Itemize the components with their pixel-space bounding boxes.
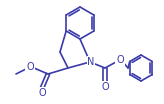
Text: O: O bbox=[101, 82, 109, 92]
Text: O: O bbox=[26, 62, 34, 72]
Text: O: O bbox=[116, 55, 124, 65]
Text: O: O bbox=[38, 88, 46, 98]
Text: N: N bbox=[87, 57, 95, 67]
